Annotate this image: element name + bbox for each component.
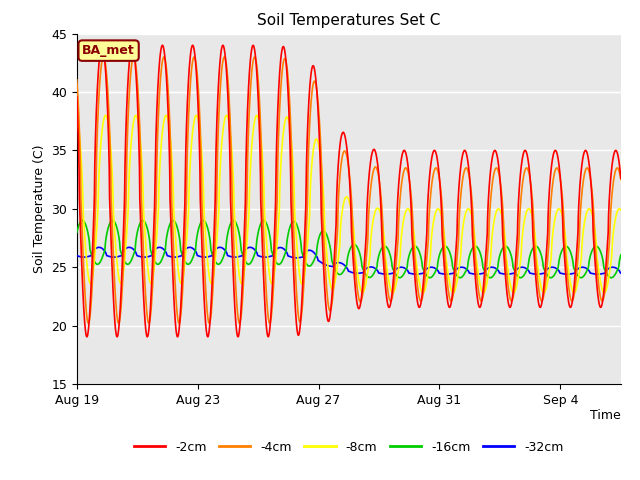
Y-axis label: Soil Temperature (C): Soil Temperature (C) [33, 144, 45, 273]
Text: BA_met: BA_met [82, 44, 135, 57]
Legend: -2cm, -4cm, -8cm, -16cm, -32cm: -2cm, -4cm, -8cm, -16cm, -32cm [129, 436, 568, 459]
Title: Soil Temperatures Set C: Soil Temperatures Set C [257, 13, 440, 28]
Text: Time: Time [590, 408, 621, 421]
